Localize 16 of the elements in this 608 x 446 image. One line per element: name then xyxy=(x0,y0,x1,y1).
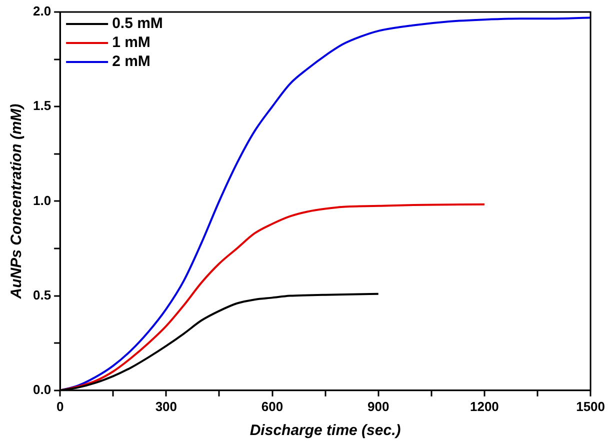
x-tick-label: 1500 xyxy=(576,398,605,414)
y-tick-label: 1.0 xyxy=(32,192,52,208)
legend-label: 2 mM xyxy=(112,53,150,70)
legend-label: 1 mM xyxy=(112,34,150,52)
x-tick-label: 300 xyxy=(155,398,178,414)
x-axis-title: Discharge time (sec.) xyxy=(250,422,401,440)
x-tick-label: 0 xyxy=(56,398,64,414)
y-axis-title: AuNPs Concentration (mM) xyxy=(8,104,26,300)
y-tick-label: 0.5 xyxy=(32,287,52,302)
x-tick-label: 600 xyxy=(261,398,284,414)
legend-label: 0.5 mM xyxy=(112,15,163,32)
x-tick-label: 1200 xyxy=(470,398,499,414)
y-tick-label: 0.0 xyxy=(32,382,52,397)
y-tick-label: 1.5 xyxy=(32,98,52,114)
x-tick-label: 900 xyxy=(368,398,390,414)
y-tick-label: 2.0 xyxy=(32,4,52,19)
